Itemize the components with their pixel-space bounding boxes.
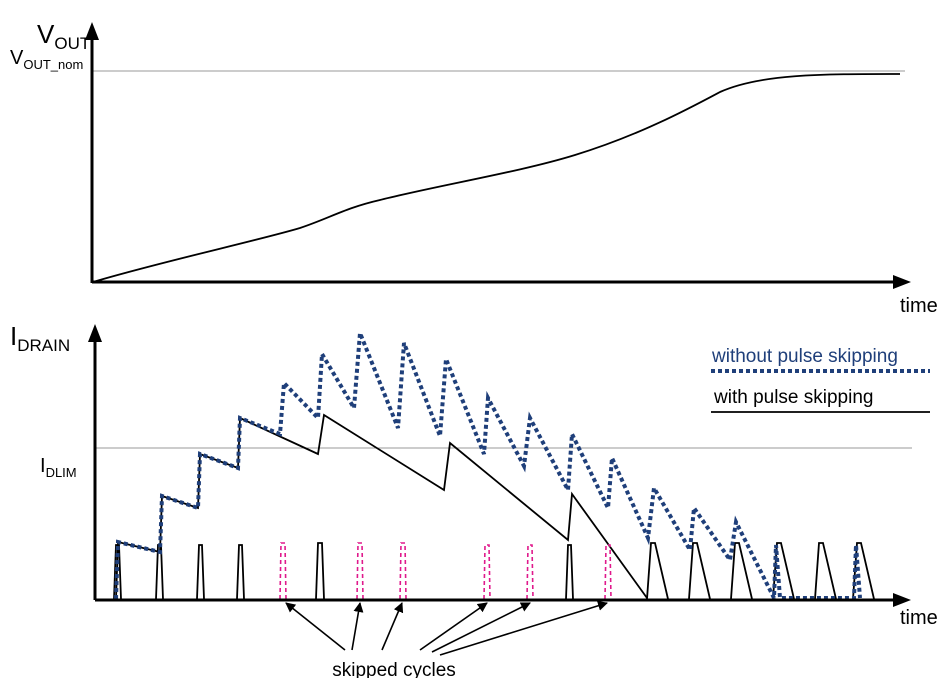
vout-curve <box>92 73 901 283</box>
vout-y-axis-arrow <box>85 22 99 40</box>
idrain-x-axis-arrow <box>893 593 911 607</box>
vout-x-axis-arrow <box>893 275 911 289</box>
annotation-arrow-1 <box>285 602 346 651</box>
skipped-cycles-label: skipped cycles <box>332 660 456 678</box>
idrain-plot: IDRAIN IDLIM time without pulse skipping… <box>10 321 938 678</box>
vout-x-axis-label: time <box>900 295 938 317</box>
idrain-y-axis-arrow <box>88 324 102 342</box>
vout-plot: VOUT VOUT_nom time <box>10 19 938 317</box>
skipped-cycle-pulses <box>279 542 612 600</box>
annotation-arrow-2 <box>351 602 364 651</box>
with-pulse-skipping-pulses <box>113 542 875 600</box>
idlim-label: IDLIM <box>40 455 77 480</box>
annotation-arrow-6 <box>439 600 608 656</box>
legend: without pulse skipping with pulse skippi… <box>711 346 930 413</box>
vout-y-axis-label: VOUT <box>37 19 90 53</box>
legend-without-label: without pulse skipping <box>711 346 898 367</box>
annotation-arrow-5 <box>431 602 531 653</box>
legend-with-label: with pulse skipping <box>713 387 873 408</box>
without-pulse-skipping-curve <box>114 332 862 600</box>
idrain-y-axis-label: IDRAIN <box>10 321 70 355</box>
vout-nominal-label: VOUT_nom <box>10 47 83 72</box>
skipped-cycles-annotation <box>285 600 608 656</box>
annotation-arrow-3 <box>381 602 404 651</box>
annotation-arrow-4 <box>419 602 488 651</box>
idrain-x-axis-label: time <box>900 607 938 629</box>
